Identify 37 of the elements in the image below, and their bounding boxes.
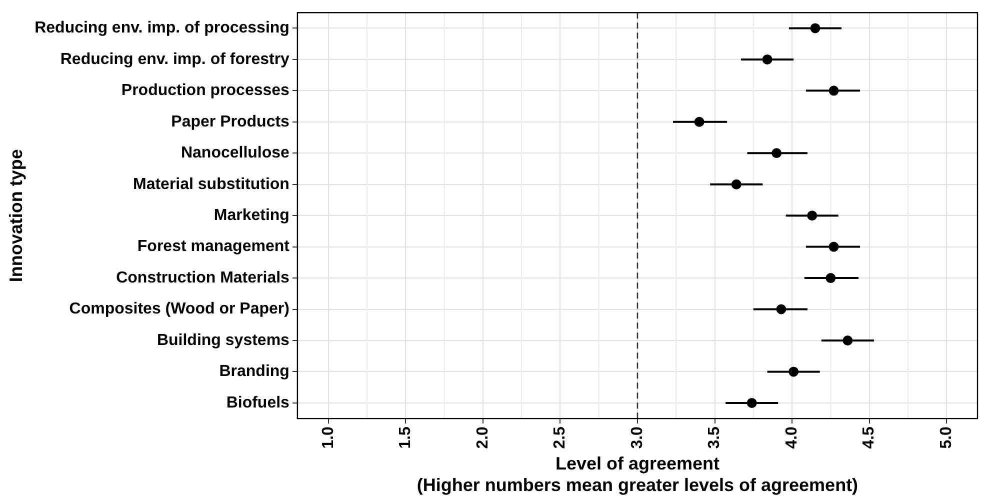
x-tick-label: 5.0 xyxy=(938,426,955,449)
x-tick-label: 1.5 xyxy=(397,426,414,449)
y-tick-label: Biofuels xyxy=(226,394,290,412)
x-tick-label: 3.5 xyxy=(706,426,724,449)
point xyxy=(746,398,757,408)
y-tick-label: Material substitution xyxy=(133,176,290,193)
y-axis-title: Innovation type xyxy=(6,149,26,282)
point xyxy=(828,242,839,252)
y-tick-label: Forest management xyxy=(137,238,290,256)
point xyxy=(828,86,839,96)
x-axis-title: Level of agreement (Higher numbers mean greater levels of agreement) xyxy=(416,454,858,496)
point xyxy=(731,179,742,190)
point xyxy=(776,304,786,314)
x-tick-label: 3.0 xyxy=(628,426,646,449)
y-tick-label: Branding xyxy=(219,363,290,380)
point xyxy=(807,210,818,221)
y-tick-label: Paper Products xyxy=(171,113,290,130)
x-tick-label: 2.5 xyxy=(552,426,569,449)
point xyxy=(772,148,782,158)
y-tick-label: Production processes xyxy=(121,82,290,100)
point xyxy=(762,54,772,64)
point xyxy=(788,366,799,377)
point xyxy=(694,116,704,127)
y-tick-label: Reducing env. imp. of forestry xyxy=(60,50,290,68)
x-tick-label: 4.5 xyxy=(860,426,878,449)
y-tick-label: Reducing env. imp. of processing xyxy=(34,20,290,37)
y-tick-label: Building systems xyxy=(156,332,290,349)
x-tick-label: 2.0 xyxy=(474,426,492,449)
point xyxy=(826,273,836,284)
y-tick-label: Construction Materials xyxy=(116,269,290,286)
point xyxy=(810,23,820,34)
y-tick-label: Marketing xyxy=(214,206,290,224)
y-tick-label: Nanocellulose xyxy=(180,144,290,162)
x-tick-label: 1.0 xyxy=(320,426,337,449)
y-tick-label: Composites (Wood or Paper) xyxy=(69,300,290,318)
x-tick-label: 4.0 xyxy=(783,426,800,449)
point xyxy=(842,335,853,346)
